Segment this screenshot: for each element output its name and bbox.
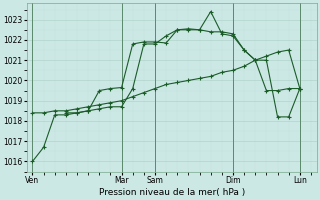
X-axis label: Pression niveau de la mer( hPa ): Pression niveau de la mer( hPa ) (99, 188, 245, 197)
